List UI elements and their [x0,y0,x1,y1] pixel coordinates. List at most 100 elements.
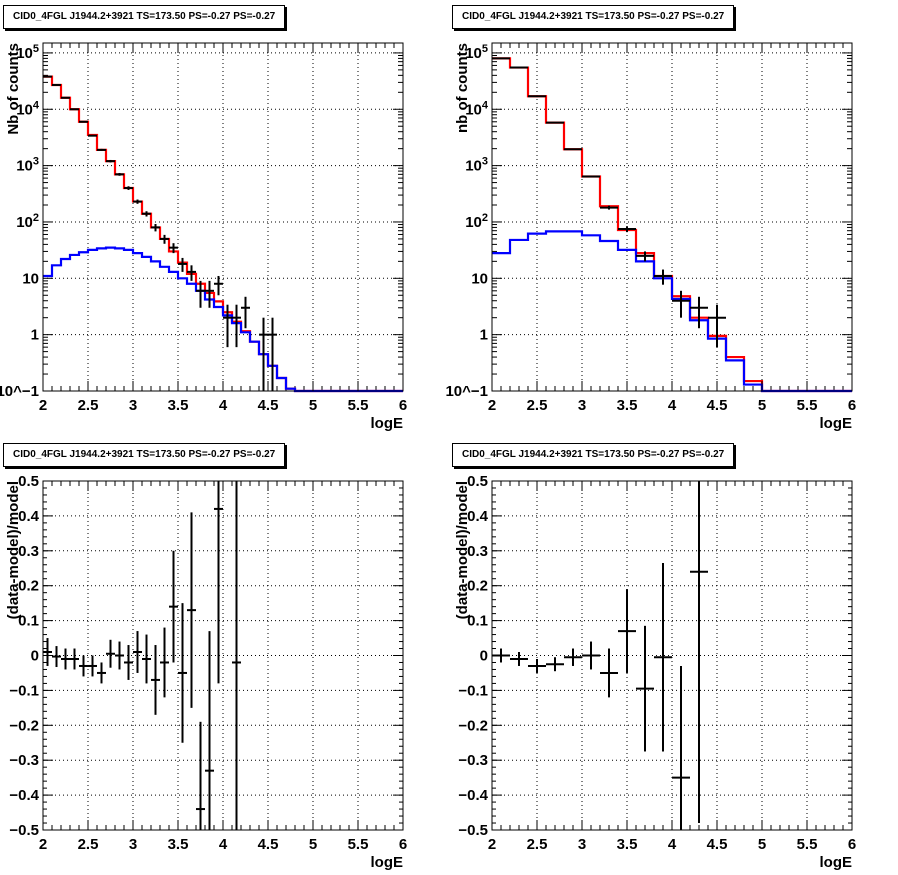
chart-title: CID0_4FGL J1944.2+3921 TS=173.50 PS=-0.2… [3,5,286,29]
data-point [52,646,61,668]
x-tick-label: 5.5 [797,836,818,853]
y-tick-label: 102 [16,212,39,231]
data-point [232,304,241,348]
data-point [214,275,223,296]
x-tick-label: 4.5 [258,836,279,853]
y-tick-label: −0.3 [458,752,488,769]
data-point [106,159,115,163]
x-tick-label: 4.5 [258,397,279,414]
data-point [259,317,268,391]
data-point [546,121,564,124]
chart-title: CID0_4FGL J1944.2+3921 TS=173.50 PS=-0.2… [452,443,735,467]
x-tick-label: 5 [758,836,766,853]
x-tick-label: 5 [309,397,317,414]
data-point [618,226,636,233]
data-point [268,317,277,391]
y-tick-label: 0.1 [467,613,488,630]
data-point [43,75,52,78]
data-point [196,721,205,830]
chart-panel-4: 2 2.5 3 3.5 4 4.5 5 5.5 6 −0.5 −0.4 −0.3 −0.2 −0.1 0 0.… [454,473,856,871]
y-tick-label: −0.1 [9,682,39,699]
y-tick-label: −0.4 [9,787,39,804]
data-point [178,603,187,743]
data-point [564,148,582,151]
x-tick-label: 3 [578,836,586,853]
x-tick-label: 2.5 [527,397,548,414]
data-point [187,512,196,708]
plot-area [43,43,403,391]
x-tick-label: 2.5 [527,836,548,853]
data-points [43,481,241,830]
y-tick-label: −0.4 [458,787,488,804]
y-tick-label: 0 [480,648,488,665]
x-tick-label: 4 [668,397,677,414]
y-tick-label: −0.5 [458,822,488,839]
data-point [205,631,214,830]
data-point [618,589,636,673]
data-point [52,83,61,86]
x-tick-label: 6 [399,836,407,853]
x-tick-label: 5.5 [348,836,369,853]
chart-panel-1: 2 2.5 3 3.5 4 4.5 5 5.5 6 10^−1 1 10 102 103 104 105 log… [0,42,407,432]
y-tick-label: 103 [16,156,39,175]
data-point [205,280,214,308]
data-point [187,265,196,281]
x-tick-label: 5.5 [797,397,818,414]
chart-title: CID0_4FGL J1944.2+3921 TS=173.50 PS=-0.2… [452,5,735,29]
data-point [214,481,223,684]
data-point [160,234,169,244]
x-tick-label: 6 [399,397,407,414]
y-tick-label: 0.3 [467,543,488,560]
data-point [115,641,124,670]
data-point [178,257,187,272]
data-point [79,655,88,677]
data-point [241,296,250,329]
x-tick-label: 3.5 [168,397,189,414]
x-tick-label: 2 [488,836,496,853]
y-tick-label: −0.5 [9,822,39,839]
x-tick-label: 2 [39,836,47,853]
x-tick-label: 3 [129,397,137,414]
data-point [672,290,690,318]
data-point [61,648,70,670]
x-tick-label: 2 [488,397,496,414]
grid [492,481,852,830]
x-tick-label: 4.5 [707,397,728,414]
grid [43,481,403,830]
data-point [232,481,241,830]
y-tick-label: 0.2 [467,578,488,595]
y-tick-label: −0.2 [458,717,488,734]
data-point [88,655,97,677]
x-tick-label: 5.5 [348,397,369,414]
x-tick-label: 2.5 [78,397,99,414]
x-tick-label: 2.5 [78,836,99,853]
y-tick-label: 0.1 [18,613,39,630]
y-tick-label: 10^−1 [445,383,488,400]
grid [43,43,403,391]
y-tick-label: 103 [465,156,488,175]
chart-panel-3: 2 2.5 3 3.5 4 4.5 5 5.5 6 −0.5 −0.4 −0.3 −0.2 −0.1 0 0.… [5,473,407,871]
y-tick-label: 10^−1 [0,383,39,400]
y-tick-label: 10 [471,270,488,287]
data-point [654,269,672,285]
x-tick-label: 3.5 [168,836,189,853]
x-tick-label: 6 [848,836,856,853]
y-tick-label: 105 [465,43,488,62]
data-point [708,304,726,348]
data-point [510,652,528,666]
data-point [106,639,115,668]
data-point [528,658,546,673]
plot-area [492,43,852,391]
x-tick-label: 3.5 [617,836,638,853]
data-points [43,75,277,391]
data-point [70,108,79,111]
data-point [636,625,654,752]
data-point [61,96,70,99]
data-point [169,243,178,254]
y-axis-label: Nb of counts [5,43,22,135]
data-point [672,665,690,830]
chart-title: CID0_4FGL J1944.2+3921 TS=173.50 PS=-0.2… [3,443,286,467]
data-point [600,648,618,698]
x-tick-label: 4 [668,836,677,853]
data-point [151,224,160,232]
